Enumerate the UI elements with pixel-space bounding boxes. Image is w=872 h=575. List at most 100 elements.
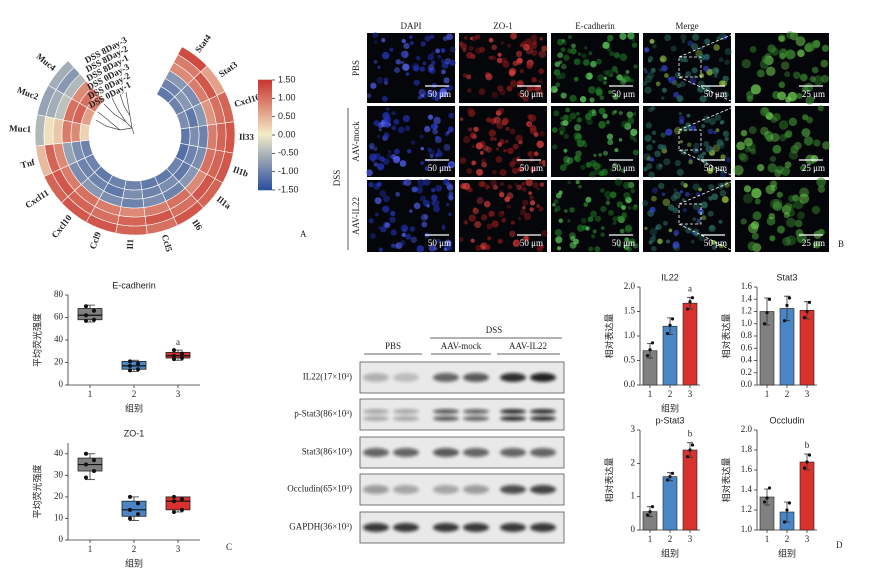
micrograph-signal: [472, 206, 478, 212]
micrograph-signal: [658, 164, 663, 168]
micrograph-signal: [405, 72, 410, 77]
blot-band: [530, 485, 556, 494]
micrograph-signal: [472, 207, 479, 215]
micrograph-signal: [569, 207, 575, 213]
micrograph-signal: [488, 129, 496, 137]
data-point: [172, 509, 176, 514]
micrograph-signal: [373, 59, 378, 64]
colorbar-step: [258, 103, 272, 107]
micrograph-signal: [609, 191, 617, 199]
micrograph-signal: [488, 210, 495, 217]
micrograph-signal: [536, 245, 543, 252]
micrograph-signal: [518, 159, 524, 165]
micrograph-signal: [411, 186, 417, 193]
micrograph-signal: [479, 46, 486, 53]
colorbar-step: [258, 173, 272, 177]
protein-label: p-Stat3(86×10³): [294, 409, 352, 419]
micrograph-signal: [701, 215, 707, 221]
micrograph-signal: [441, 225, 446, 230]
blot-band: [463, 523, 489, 532]
micrograph-signal: [393, 67, 400, 74]
micrograph-signal: [560, 92, 567, 99]
micrograph-signal: [533, 132, 539, 137]
micrograph-signal: [446, 130, 450, 135]
micrograph-signal: [526, 85, 534, 92]
micrograph-signal: [625, 69, 630, 74]
micrograph-signal: [598, 107, 606, 115]
micrograph-signal: [443, 143, 451, 152]
micrograph-signal: [563, 160, 570, 166]
y-tick-label: 1.0: [741, 318, 753, 328]
gene-label: Il6: [190, 218, 204, 233]
micrograph-signal: [607, 34, 614, 42]
annotation: b: [805, 440, 810, 450]
micrograph-signal: [557, 52, 564, 59]
data-point: [648, 348, 652, 352]
micrograph-signal: [652, 139, 656, 144]
micrograph-signal: [372, 32, 379, 39]
bar: [799, 309, 815, 386]
micrograph-signal: [711, 193, 719, 201]
micrograph-signal: [409, 41, 414, 46]
micrograph-signal: [723, 35, 727, 40]
micrograph-signal: [586, 118, 593, 125]
micrograph-signal: [816, 177, 827, 188]
micrograph-signal: [462, 182, 471, 190]
y-tick-label: 40: [54, 448, 64, 458]
micrograph-signal: [429, 34, 435, 39]
micrograph-signal: [472, 134, 478, 140]
micrograph-signal: [670, 45, 677, 52]
micrograph-signal: [499, 181, 505, 187]
x-tick-label: 3: [805, 389, 810, 399]
micrograph-signal: [560, 47, 566, 53]
micrograph-signal: [786, 31, 794, 39]
micrograph-signal: [573, 155, 579, 161]
micrograph-signal: [719, 171, 726, 178]
micrograph-signal: [711, 245, 717, 251]
micrograph-signal: [672, 207, 679, 213]
colorbar-step: [258, 171, 272, 175]
scale-bar-label: 50 μm: [704, 163, 727, 173]
micrograph-signal: [800, 73, 808, 82]
micrograph-signal: [790, 145, 799, 154]
micrograph-signal: [769, 155, 777, 163]
y-tick-label: 20: [54, 357, 64, 367]
micrograph-signal: [688, 157, 693, 162]
annotation: b: [688, 429, 693, 439]
data-point: [92, 458, 96, 463]
micrograph-signal: [440, 59, 446, 64]
micrograph-signal: [409, 226, 416, 232]
annotation: a: [688, 283, 692, 293]
micrograph-signal: [600, 232, 605, 237]
micrograph-signal: [724, 48, 732, 56]
micrograph-signal: [536, 187, 540, 191]
data-point: [172, 353, 176, 358]
micrograph-signal: [655, 223, 662, 230]
micrograph-signal: [632, 243, 639, 249]
y-axis-label: 相对表达量: [604, 313, 616, 358]
subgroup-label: AAV-mock: [441, 341, 482, 351]
micrograph-signal: [704, 38, 711, 45]
micrograph-signal: [519, 209, 527, 216]
micrograph-signal: [661, 87, 667, 93]
micrograph-signal: [623, 181, 631, 190]
gene-label: Muc4: [34, 51, 58, 73]
micrograph-signal: [476, 197, 484, 205]
x-tick-label: 3: [176, 544, 181, 554]
micrograph-signal: [697, 208, 704, 214]
micrograph-signal: [607, 139, 614, 146]
micrograph-signal: [588, 86, 596, 94]
micrograph-signal: [713, 130, 717, 135]
heatmap-cell: [188, 126, 200, 148]
micrograph-signal: [555, 192, 562, 199]
y-tick-label: 1.2: [741, 306, 752, 316]
colorbar-step: [258, 81, 272, 85]
micrograph-signal: [488, 37, 494, 43]
micrograph-signal: [539, 182, 545, 187]
micrograph-signal: [619, 32, 627, 40]
micrograph-signal: [416, 245, 424, 253]
colorbar-step: [258, 89, 272, 93]
micrograph-signal: [651, 187, 659, 194]
data-point: [762, 500, 767, 504]
colorbar-step: [258, 141, 272, 145]
